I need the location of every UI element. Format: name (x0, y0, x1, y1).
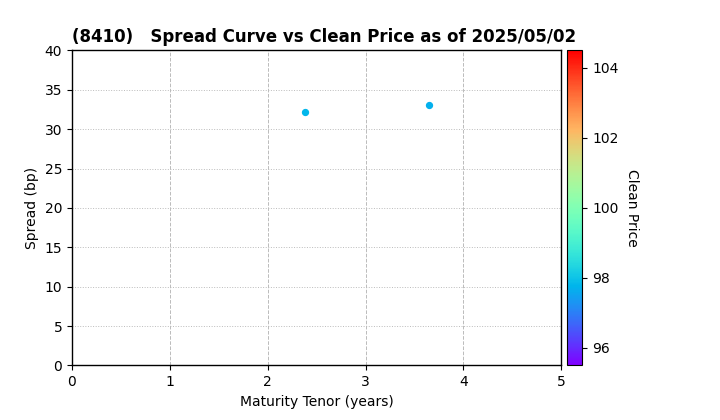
X-axis label: Maturity Tenor (years): Maturity Tenor (years) (240, 395, 394, 409)
Point (300, 108, 311, 115)
Point (423, 101, 435, 108)
Text: (8410)   Spread Curve vs Clean Price as of 2025/05/02: (8410) Spread Curve vs Clean Price as of… (72, 28, 576, 46)
Y-axis label: Clean Price: Clean Price (625, 169, 639, 247)
Y-axis label: Spread (bp): Spread (bp) (25, 167, 39, 249)
